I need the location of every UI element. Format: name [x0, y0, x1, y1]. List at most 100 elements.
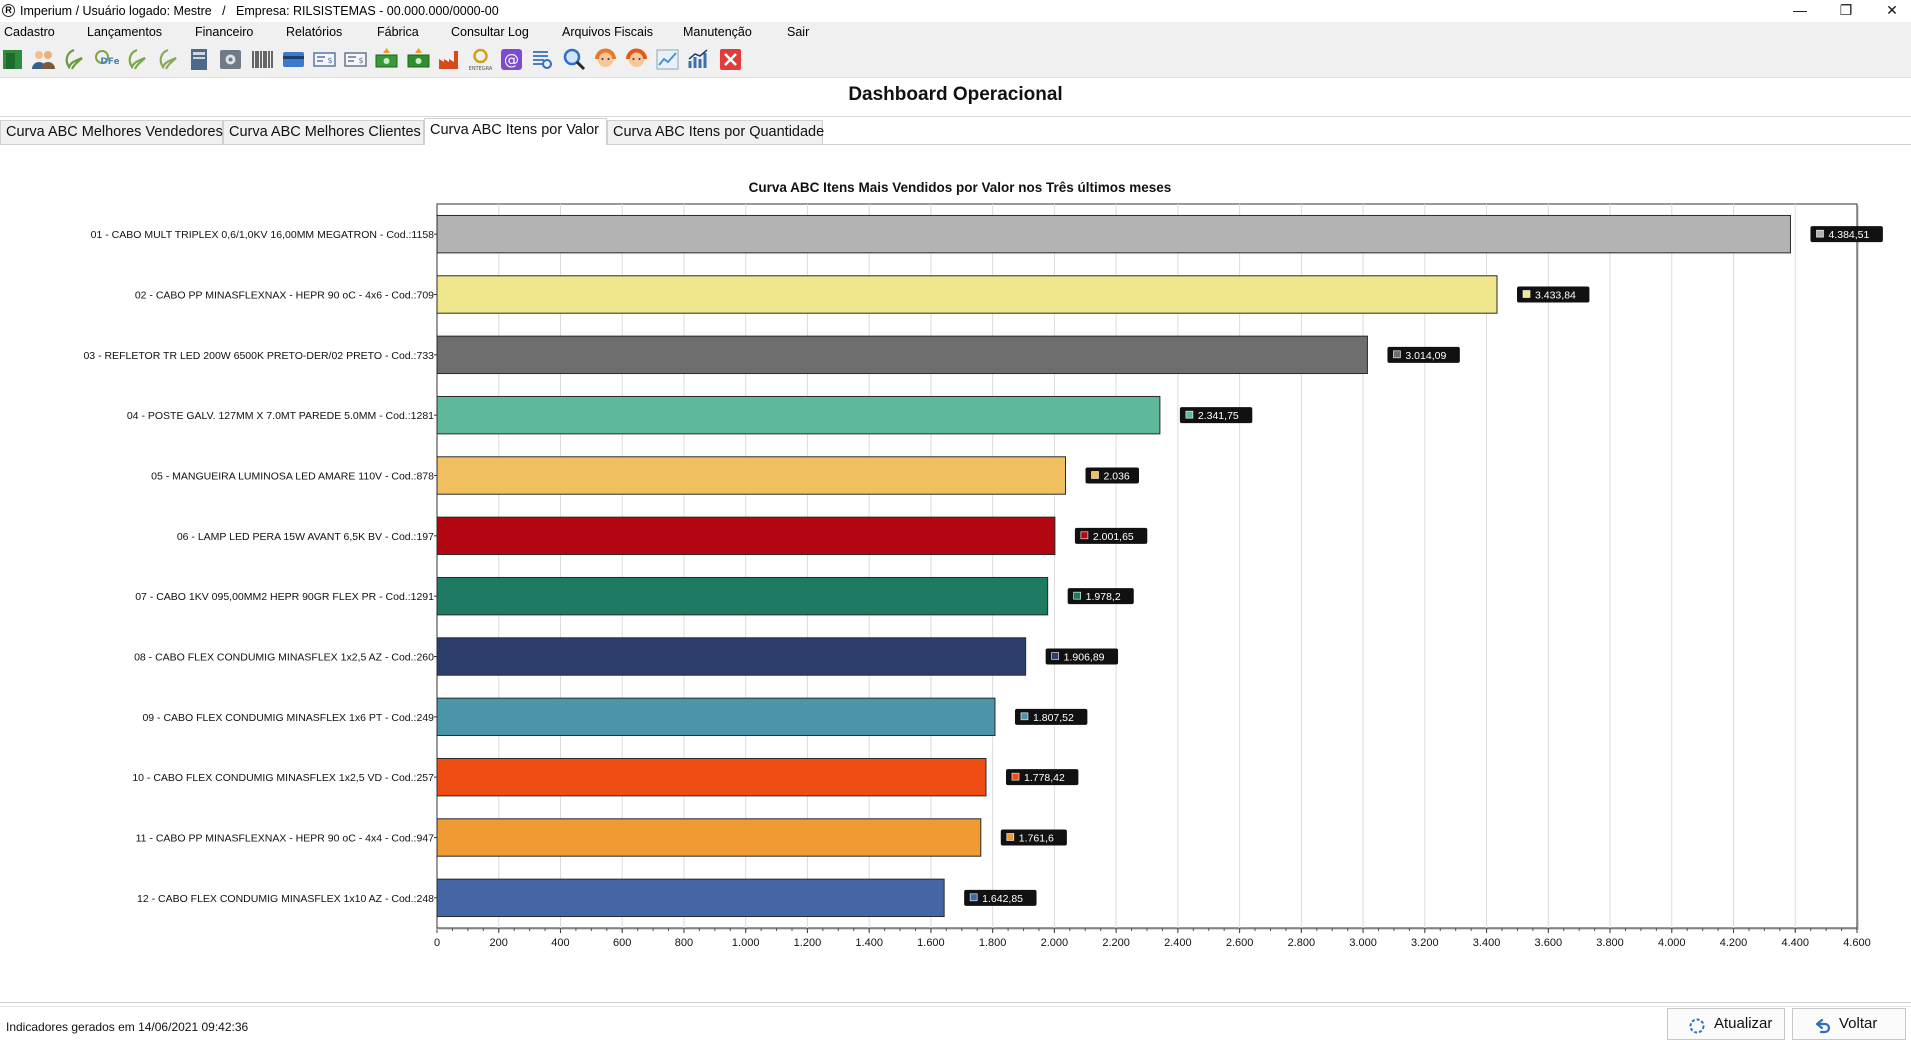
value-label-badge — [1000, 829, 1067, 846]
tab-itens-por-valor[interactable]: Curva ABC Itens por Valor — [424, 118, 607, 145]
value-label: 3.014,09 — [1387, 346, 1460, 363]
refresh-button[interactable]: Atualizar — [1667, 1008, 1785, 1040]
value-label: 1.778,42 — [1005, 769, 1079, 786]
dashboard-line-icon[interactable] — [655, 47, 680, 72]
tab-itens-por-quantidade[interactable]: Curva ABC Itens por Quantidade — [607, 120, 824, 144]
bar[interactable] — [436, 697, 996, 737]
header-divider — [0, 116, 1911, 117]
support-agent-icon[interactable] — [593, 47, 618, 72]
email-icon[interactable]: @ — [499, 47, 524, 72]
x-tick-label: 200 — [490, 937, 508, 949]
exit-door-icon[interactable] — [0, 47, 25, 72]
tab-content-border — [0, 144, 1911, 145]
menu-relatorios[interactable]: Relatórios — [286, 25, 343, 39]
cte-icon[interactable] — [156, 47, 181, 72]
category-label: 10 - CABO FLEX CONDUMIG MINASFLEX 1x2,5 … — [132, 772, 434, 784]
value-label-text: 1.642,85 — [982, 893, 1023, 905]
tab-melhores-clientes[interactable]: Curva ABC Melhores Clientes — [223, 120, 424, 144]
restore-icon: ❐ — [1839, 2, 1853, 18]
menu-lancamentos[interactable]: Lançamentos — [87, 25, 163, 39]
x-tick-label: 4.000 — [1658, 937, 1686, 949]
svg-text:$: $ — [359, 56, 364, 65]
svg-text:@: @ — [504, 51, 519, 69]
bill-icon[interactable]: $ — [343, 47, 368, 72]
value-label: 2.001,65 — [1074, 527, 1148, 544]
menu-consultar-log[interactable]: Consultar Log — [451, 25, 529, 39]
category-label: 06 - LAMP LED PERA 15W AVANT 6,5K BV - C… — [177, 531, 434, 543]
bar[interactable] — [436, 395, 1161, 435]
bar[interactable] — [436, 576, 1049, 616]
support-agent-female-icon[interactable] — [624, 47, 649, 72]
menu-fabrica[interactable]: Fábrica — [377, 25, 419, 39]
value-label: 1.642,85 — [964, 889, 1037, 906]
minimize-button[interactable]: — — [1777, 0, 1823, 22]
window-title: Imperium / Usuário logado: Mestre / Empr… — [20, 4, 499, 18]
maximize-button[interactable]: ❐ — [1823, 0, 1869, 22]
menu-cadastro[interactable]: Cadastro — [4, 25, 55, 39]
x-tick-label: 1.600 — [917, 937, 945, 949]
safe-icon[interactable] — [218, 47, 243, 72]
cash-down-icon[interactable] — [406, 47, 431, 72]
bar[interactable] — [436, 516, 1056, 556]
bar[interactable] — [436, 637, 1027, 676]
x-tick-label: 3.800 — [1596, 937, 1624, 949]
search-icon[interactable] — [562, 47, 587, 72]
value-label-text: 2.341,75 — [1198, 410, 1239, 422]
bar[interactable] — [436, 275, 1498, 314]
category-label: 02 - CABO PP MINASFLEXNAX - HEPR 90 oC -… — [135, 290, 434, 302]
dfe-caption: DFe — [100, 57, 119, 67]
category-label: 11 - CABO PP MINASFLEXNAX - HEPR 90 oC -… — [136, 833, 435, 845]
bar[interactable] — [436, 335, 1368, 375]
nfse-icon[interactable] — [125, 47, 150, 72]
value-label-badge — [1810, 226, 1883, 243]
report-book-icon[interactable] — [187, 47, 212, 72]
integration-caption: ENTEGRA — [469, 66, 493, 72]
page-title: Dashboard Operacional — [848, 84, 1063, 105]
bar[interactable] — [436, 818, 982, 857]
menu-financeiro[interactable]: Financeiro — [195, 25, 254, 39]
back-button[interactable]: Voltar — [1792, 1008, 1906, 1040]
x-tick-label: 1.000 — [732, 937, 760, 949]
cash-up-icon[interactable] — [374, 47, 399, 72]
value-label-badge — [1005, 769, 1079, 786]
value-label-swatch — [1393, 350, 1401, 359]
value-label-swatch — [1011, 772, 1020, 781]
menu-arquivos-fiscais[interactable]: Arquivos Fiscais — [562, 25, 653, 39]
bar[interactable] — [436, 757, 987, 797]
value-label-badge — [1085, 467, 1140, 484]
category-label: 09 - CABO FLEX CONDUMIG MINASFLEX 1x6 PT… — [142, 712, 434, 724]
users-icon[interactable] — [31, 47, 56, 72]
bar[interactable] — [436, 214, 1791, 254]
value-label-text: 4.384,51 — [1828, 229, 1869, 241]
dfe-icon[interactable]: DFe — [94, 47, 119, 72]
search-list-icon[interactable] — [530, 47, 555, 72]
nfe-icon[interactable] — [62, 47, 87, 72]
close-icon[interactable] — [718, 47, 743, 72]
footer-divider — [0, 1002, 1911, 1003]
close-window-button[interactable]: ✕ — [1869, 0, 1911, 22]
x-tick-label: 3.000 — [1349, 937, 1377, 949]
x-tick-label: 2.400 — [1164, 937, 1192, 949]
value-label-badge — [1387, 346, 1460, 363]
integration-icon[interactable]: ENTEGRA — [468, 47, 493, 72]
value-label-swatch — [1080, 531, 1089, 540]
tab-bar: Curva ABC Melhores Vendedores Curva ABC … — [0, 118, 1911, 145]
factory-icon[interactable] — [437, 47, 462, 72]
barcode-icon[interactable] — [250, 47, 275, 72]
value-label: 2.341,75 — [1179, 407, 1253, 424]
card-icon[interactable] — [281, 47, 306, 72]
menu-sair[interactable]: Sair — [787, 25, 810, 39]
check-payment-icon[interactable]: $ — [312, 47, 337, 72]
menu-manutencao[interactable]: Manutenção — [683, 25, 752, 39]
value-label: 1.761,6 — [1000, 829, 1067, 846]
x-tick-label: 2.600 — [1226, 937, 1254, 949]
bar[interactable] — [436, 456, 1067, 495]
menu-bar: Cadastro Lançamentos Financeiro Relatóri… — [0, 22, 1911, 43]
dashboard-bar-icon[interactable] — [686, 47, 711, 72]
tab-melhores-vendedores[interactable]: Curva ABC Melhores Vendedores — [0, 120, 223, 144]
x-tick-label: 3.400 — [1473, 937, 1501, 949]
bar[interactable] — [436, 878, 945, 918]
svg-text:$: $ — [327, 56, 332, 65]
value-label-swatch — [1816, 229, 1824, 238]
x-tick-label: 2.800 — [1288, 937, 1316, 949]
